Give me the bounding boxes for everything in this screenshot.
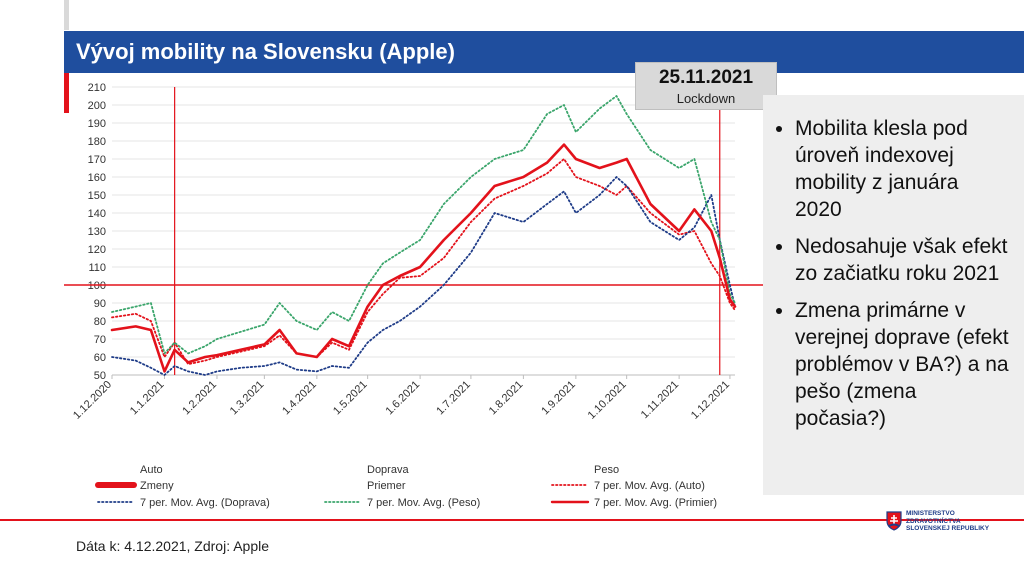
mobility-chart: 50 60 70 80 90 100 110 120 130 140 150 160 170 180 190…	[64, 82, 1024, 509]
y-tick-label: 150	[88, 190, 106, 202]
legend-entry: Doprava	[367, 464, 409, 476]
y-tick-label: 90	[94, 298, 106, 310]
key-points-list: Mobilita klesla pod úroveň indexovej mob…	[769, 115, 1010, 432]
y-tick-label: 200	[88, 100, 106, 112]
series-line-7-per-mov-avg-primier-	[110, 143, 737, 373]
callout-date: 25.11.2021	[658, 67, 754, 88]
x-tick-label: 1.4.2021	[280, 379, 319, 418]
ministry-line: SLOVENSKEJ REPUBLIKY	[906, 525, 990, 532]
legend-entry: Peso	[594, 464, 619, 476]
y-tick-label: 160	[88, 172, 106, 184]
key-point: Nedosahuje však efekt zo začiatku roku 2…	[795, 233, 1010, 287]
ministry-logo: MINISTERSTVO ZDRAVOTNÍCTVA SLOVENSKEJ RE…	[886, 510, 989, 533]
ministry-line: MINISTERSTVO	[906, 510, 955, 517]
y-tick-label: 140	[88, 208, 106, 220]
x-tick-label: 1.12.2021	[689, 379, 732, 422]
callout-label: Lockdown	[676, 91, 736, 106]
y-tick-label: 130	[88, 226, 106, 238]
x-tick-label: 1.10.2021	[586, 379, 629, 422]
chart-legend: Auto Doprava Peso Zmeny Priemer 7 per. Mov. A…	[95, 464, 717, 509]
y-tick-label: 120	[88, 244, 106, 256]
series-line-7-per-mov-avg-doprava-	[111, 176, 736, 376]
y-tick-label: 210	[88, 82, 106, 94]
legend-entry: 7 per. Mov. Avg. (Auto)	[594, 480, 705, 492]
x-tick-label: 1.2.2021	[180, 379, 219, 418]
key-point: Zmena primárne v verejnej doprave (efekt…	[795, 297, 1010, 432]
x-tick-label: 1.9.2021	[539, 379, 578, 418]
y-tick-label: 180	[88, 136, 106, 148]
legend-entry: Auto	[140, 464, 163, 476]
key-point: Mobilita klesla pod úroveň indexovej mob…	[795, 115, 1010, 223]
y-tick-label: 50	[94, 370, 106, 382]
y-tick-label: 110	[88, 262, 106, 274]
x-tick-label: 1.6.2021	[383, 379, 422, 418]
top-divider-stub	[64, 0, 69, 30]
x-tick-label: 1.1.2021	[128, 379, 167, 418]
series-line-7-per-mov-avg-peso-	[111, 95, 736, 355]
x-tick-label: 1.11.2021	[639, 379, 682, 422]
x-tick-label: 1.5.2021	[331, 379, 370, 418]
y-tick-label: 170	[88, 154, 106, 166]
coat-of-arms-icon	[886, 511, 902, 531]
x-tick-label: 1.8.2021	[487, 379, 526, 418]
chart-gridlines	[112, 86, 735, 376]
legend-entry: Zmeny	[140, 480, 174, 492]
x-tick-label: 1.7.2021	[434, 379, 473, 418]
slide-title: Vývoj mobility na Slovensku (Apple)	[64, 31, 1024, 73]
data-source-note: Dáta k: 4.12.2021, Zdroj: Apple	[76, 538, 270, 554]
y-tick-label: 100	[88, 280, 106, 292]
y-tick-label: 190	[88, 118, 106, 130]
series-line-auto	[111, 158, 736, 366]
lockdown-callout: 25.11.2021 Lockdown	[635, 62, 777, 110]
x-tick-label: 1.12.2020	[71, 379, 114, 422]
y-tick-label: 80	[94, 316, 106, 328]
legend-entry: 7 per. Mov. Avg. (Doprava)	[140, 497, 270, 509]
y-tick-label: 60	[94, 352, 106, 364]
legend-entry: 7 per. Mov. Avg. (Peso)	[367, 497, 480, 509]
ministry-line: ZDRAVOTNÍCTVA	[906, 517, 961, 525]
footer-divider	[0, 519, 1024, 521]
legend-entry: 7 per. Mov. Avg. (Primier)	[594, 497, 717, 509]
title-accent-marker	[64, 73, 69, 113]
legend-entry: Priemer	[367, 480, 406, 492]
key-points-panel: Mobilita klesla pod úroveň indexovej mob…	[763, 95, 1024, 495]
chart-series	[110, 95, 737, 376]
x-tick-label: 1.3.2021	[228, 379, 267, 418]
y-tick-label: 70	[94, 334, 106, 346]
